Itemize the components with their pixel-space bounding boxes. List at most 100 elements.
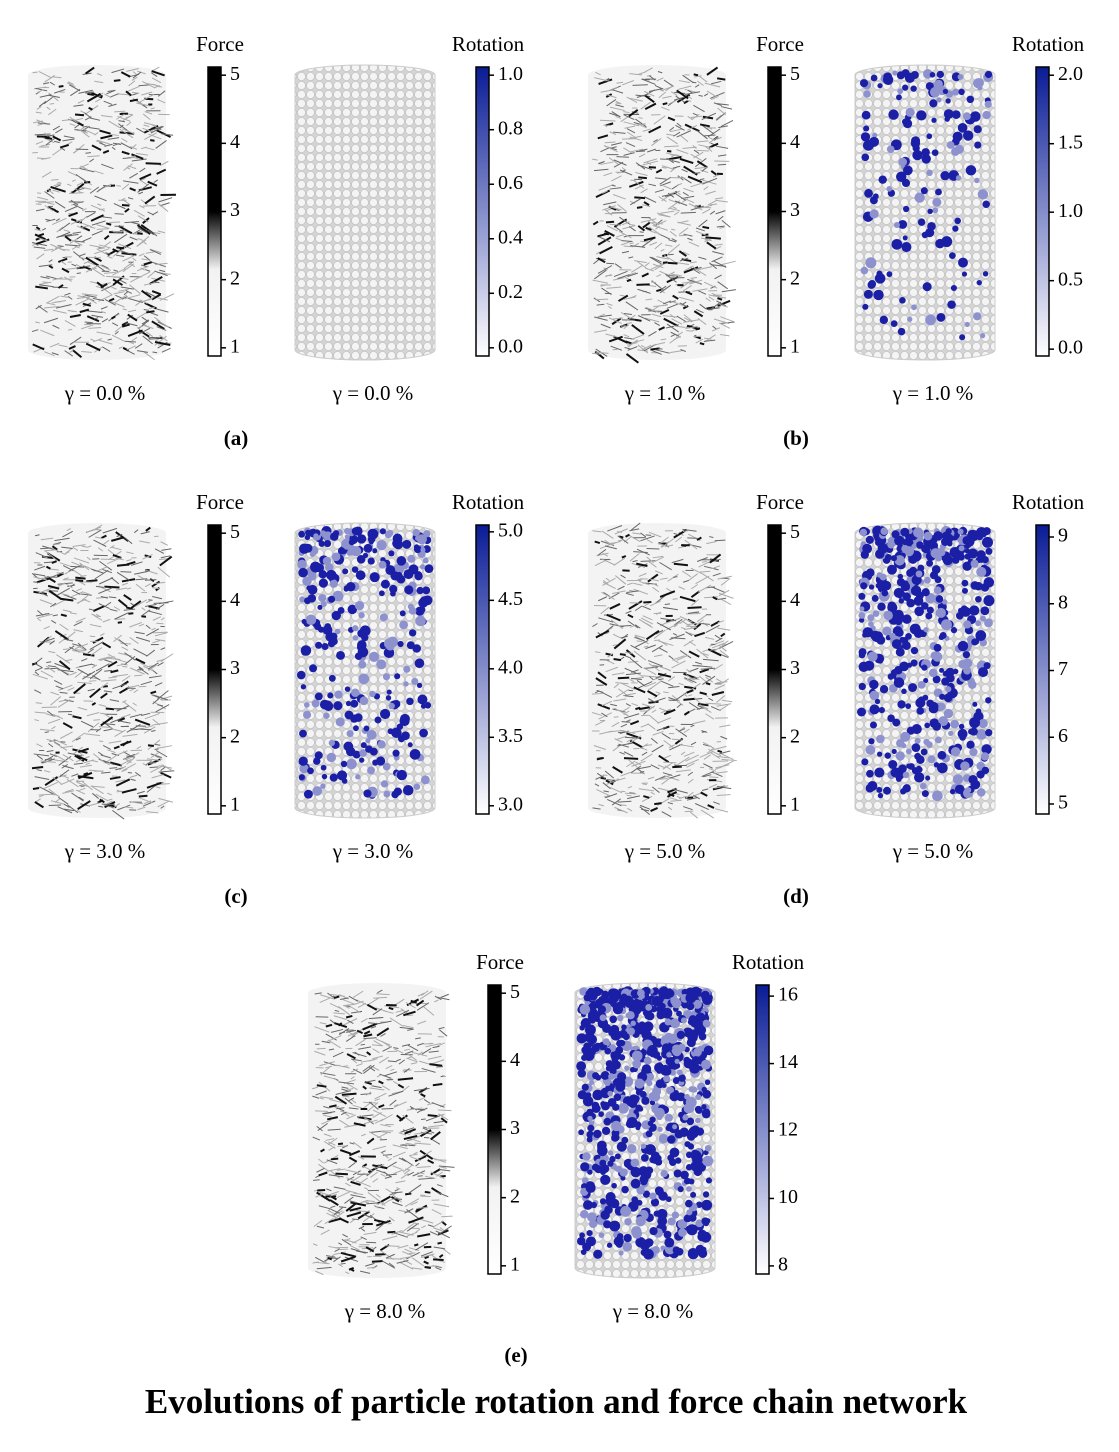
force-chain (82, 72, 92, 75)
force-chain (95, 285, 105, 290)
force-chain (635, 761, 642, 766)
rotated-particle (667, 1135, 676, 1144)
force-chain (603, 794, 611, 798)
rotated-particle (896, 94, 902, 101)
force-chain (82, 166, 89, 172)
force-chain (154, 632, 168, 637)
force-chain (674, 96, 686, 101)
force-chain (90, 785, 104, 795)
force-chain (438, 1165, 455, 1168)
force-chain (641, 344, 652, 351)
rotated-particle (607, 1090, 613, 1097)
force-chain (597, 134, 609, 140)
force-chain (675, 261, 689, 265)
force-chain (107, 653, 117, 660)
force-chain (708, 136, 719, 144)
force-chain (102, 759, 115, 766)
force-chain (147, 211, 155, 216)
force-chain (84, 294, 97, 298)
force-chain (54, 759, 69, 763)
force-chain (51, 620, 57, 624)
force-chain (95, 663, 110, 672)
force-chain (44, 201, 55, 206)
rotated-particle (954, 217, 961, 225)
force-chain (617, 676, 630, 680)
colorbar-tick-label: 0.5 (1058, 268, 1083, 290)
force-chain (142, 205, 157, 207)
force-chain (634, 178, 643, 181)
rotated-particle (901, 178, 911, 188)
force-chain (420, 1253, 435, 1259)
rotated-particle (982, 271, 989, 277)
rotated-particle (898, 598, 905, 604)
rotated-particle (974, 141, 982, 149)
force-chain (105, 252, 111, 255)
colorbar-tick-label: 5 (510, 981, 520, 1003)
colorbar (767, 524, 782, 815)
force-chain (44, 550, 58, 562)
force-chain (114, 213, 124, 215)
rotated-particle (957, 73, 964, 80)
force-chain (643, 795, 650, 799)
rotated-particle (892, 70, 898, 76)
force-chain (92, 792, 99, 799)
force-chain (87, 722, 100, 733)
force-chain (641, 751, 648, 756)
force-chain (93, 614, 98, 618)
force-chain (151, 125, 163, 131)
rotated-particle (980, 333, 986, 339)
force-chain (634, 605, 643, 612)
force-chain (634, 184, 644, 190)
force-chain (605, 220, 615, 224)
force-chain (606, 94, 617, 99)
force-chain (667, 573, 679, 582)
force-chain (135, 583, 146, 592)
force-chain (624, 667, 637, 674)
force-chain (31, 242, 48, 247)
rotated-particle (616, 1141, 627, 1152)
force-chain (54, 88, 66, 94)
force-chain (623, 147, 632, 154)
force-chain (383, 1010, 394, 1014)
force-chain (51, 352, 59, 356)
force-chain (688, 241, 700, 247)
force-chain (404, 1248, 413, 1253)
caption: γ = 0.0 % (332, 381, 414, 405)
force-chain (138, 666, 144, 671)
force-chain (656, 212, 671, 218)
rotated-particle (869, 690, 880, 701)
force-chain (639, 590, 649, 595)
force-chain (598, 617, 614, 623)
force-chain (144, 132, 158, 141)
rotated-particle (307, 584, 318, 595)
force-chain (74, 754, 85, 762)
force-chain (52, 125, 61, 131)
force-chain (113, 291, 125, 295)
force-chain (333, 995, 340, 1000)
panel-label: (b) (783, 426, 809, 450)
rotated-particle (688, 1178, 695, 1185)
rotated-particle (582, 1095, 594, 1107)
force-chain (121, 768, 128, 773)
force-chain (600, 161, 614, 165)
force-chain (112, 322, 119, 327)
force-chain (657, 672, 672, 678)
force-chain (721, 260, 736, 266)
force-chain (644, 262, 650, 267)
force-chain (91, 230, 103, 236)
force-chain (157, 704, 164, 707)
force-chain (616, 234, 625, 238)
rotated-particle (300, 684, 307, 690)
rotated-particle (858, 648, 867, 657)
colorbar-title: Force (196, 490, 244, 514)
rotated-particle (981, 744, 992, 755)
force-chain (107, 137, 120, 140)
rotated-particle (952, 556, 960, 564)
force-chain (131, 153, 144, 160)
force-chain (633, 551, 648, 554)
force-chain (150, 690, 157, 695)
force-chain (138, 623, 145, 627)
force-chain (77, 645, 86, 651)
force-chain (342, 1233, 348, 1238)
rotated-particle (872, 132, 878, 138)
